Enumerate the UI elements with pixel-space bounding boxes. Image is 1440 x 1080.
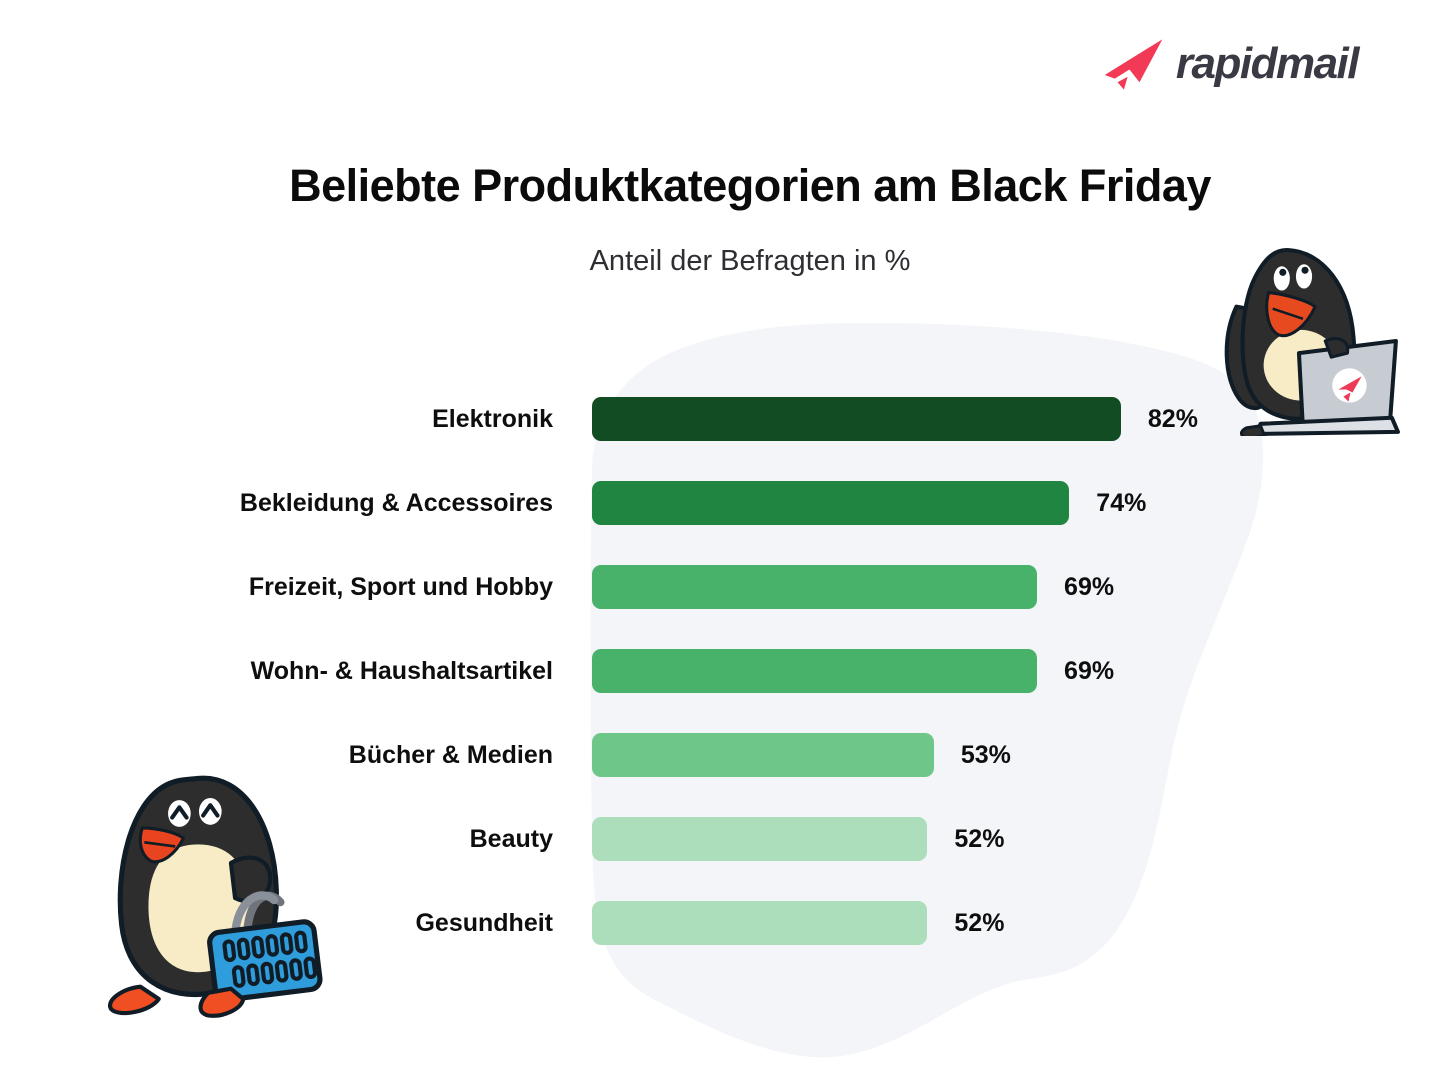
bar-wrap: 52% [592,901,1004,945]
bar-wrap: 69% [592,649,1114,693]
penguin-with-laptop-illustration [1224,248,1400,436]
bar-row: Gesundheit 52% [0,881,1440,965]
bar [592,733,934,777]
brand-logo: rapidmail [1102,36,1360,92]
bar-label: Beauty [469,824,553,853]
penguin-with-shopping-basket-illustration [108,775,323,1018]
bar-label: Freizeit, Sport und Hobby [248,572,553,601]
bar-value: 53% [960,740,1011,769]
bar [592,397,1121,441]
bar-wrap: 74% [592,481,1146,525]
bar-label: Gesundheit [415,908,553,937]
bar [592,481,1070,525]
chart-title: Beliebte Produktkategorien am Black Frid… [289,160,1211,211]
bar [592,565,1038,609]
bar [592,649,1038,693]
bar-label: Bekleidung & Accessoires [239,488,553,517]
bar-value: 69% [1064,572,1115,601]
bar [592,901,928,945]
bar-value: 52% [954,908,1005,937]
bar-value: 52% [954,824,1005,853]
bar-wrap: 52% [592,817,1004,861]
bar-value: 74% [1096,488,1147,517]
bar-label: Wohn- & Haushaltsartikel [250,656,553,685]
bar [592,817,928,861]
chart-rows: Elektronik 82% Bekleidung & Accessoires … [0,377,1440,965]
bar-row: Bücher & Medien 53% [0,713,1440,797]
bar-wrap: 53% [592,733,1011,777]
bar-row: Bekleidung & Accessoires 74% [0,461,1440,545]
chart-subtitle: Anteil der Befragten in % [589,245,911,277]
bar-value: 69% [1064,656,1115,685]
bar-row: Freizeit, Sport und Hobby 69% [0,545,1440,629]
bar-row: Beauty 52% [0,797,1440,881]
bar-label: Bücher & Medien [348,740,553,769]
paper-plane-icon [1104,39,1163,90]
bar-row: Wohn- & Haushaltsartikel 69% [0,629,1440,713]
bar-row: Elektronik 82% [0,377,1440,461]
bar-wrap: 82% [592,397,1198,441]
brand-logo-text: rapidmail [1175,39,1360,88]
bar-wrap: 69% [592,565,1114,609]
bar-label: Elektronik [432,404,553,433]
bar-value: 82% [1147,404,1198,433]
